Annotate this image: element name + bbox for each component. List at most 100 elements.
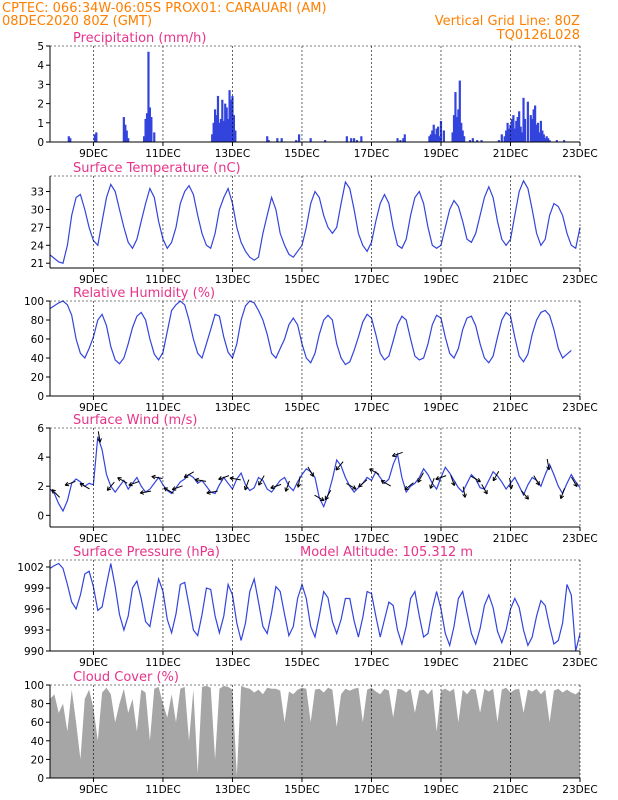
wind-arrow	[151, 474, 163, 480]
precip-bar	[324, 140, 327, 142]
x-tick-label: 11DEC	[145, 533, 180, 545]
wind-arrow-head	[64, 481, 69, 486]
precip-bar	[506, 122, 509, 142]
y-tick-label: 1002	[17, 562, 44, 574]
precip-bar	[536, 122, 540, 142]
precip-bar	[145, 113, 149, 142]
precip-bar	[221, 99, 224, 142]
x-tick-label: 23DEC	[562, 533, 597, 545]
panel-title: Relative Humidity (%)	[73, 286, 215, 301]
wind-arrow-shaft	[229, 477, 241, 481]
x-tick-label: 19DEC	[423, 148, 458, 160]
x-tick-label: 13DEC	[215, 533, 250, 545]
precip-bar	[428, 136, 431, 142]
header-line1: CPTEC: 066:34W-06:05S PROX01: CARAUARI (…	[2, 1, 327, 16]
precip-bar	[153, 132, 156, 142]
wind-arrow	[546, 458, 551, 471]
wind-arrow	[171, 485, 183, 491]
wind-arrow-shaft	[79, 483, 90, 490]
x-tick-label: 15DEC	[284, 533, 319, 545]
wind-arrow	[64, 480, 76, 487]
wind-arrow-shaft	[270, 483, 282, 489]
wind-arrow-head	[477, 478, 481, 482]
precip-bar	[460, 122, 463, 142]
precip-bar	[542, 134, 545, 142]
wind-arrow-head	[218, 478, 223, 481]
wind-arrow	[97, 431, 102, 443]
wind-arrow	[417, 472, 424, 483]
x-tick-label: 21DEC	[493, 784, 528, 796]
wind-arrow-shaft	[151, 476, 163, 479]
precip-bar	[513, 128, 516, 142]
wind-arrow	[51, 489, 61, 498]
precip-bar	[468, 140, 472, 142]
wind-arrow	[117, 477, 128, 484]
x-tick-label: 19DEC	[423, 402, 458, 414]
precip-bar	[213, 109, 217, 142]
y-tick-label: 33	[31, 187, 44, 199]
wind-arrow-head	[325, 497, 329, 501]
wind-arrow	[163, 487, 174, 494]
x-tick-label: 11DEC	[145, 402, 180, 414]
x-tick-label: 23DEC	[562, 274, 597, 286]
precip-bar	[476, 140, 479, 142]
precip-bar	[436, 126, 440, 142]
wind-arrow-shaft	[285, 480, 290, 492]
wind-arrow-head	[404, 485, 407, 490]
x-tick-label: 21DEC	[493, 533, 528, 545]
wind-arrow-shaft	[429, 477, 435, 489]
wind-arrow-shaft	[117, 477, 128, 484]
precip-bar	[147, 51, 150, 143]
precip-bar	[539, 120, 543, 142]
wind-arrow	[521, 490, 529, 500]
precip-bar	[535, 124, 538, 142]
wind-arrow-head	[128, 484, 133, 487]
wind-arrow-head	[97, 438, 101, 443]
wind-arrow	[559, 488, 565, 500]
wind-arrow-head	[335, 466, 338, 471]
wind-arrow	[106, 481, 115, 491]
wind-arrow-shaft	[560, 488, 565, 499]
panel-title: Precipitation (mm/h)	[73, 31, 206, 46]
header-model-code: TQ0126L028	[496, 28, 580, 43]
wind-arrow-head	[429, 484, 431, 489]
x-tick-label: 17DEC	[354, 784, 389, 796]
precip-bar	[547, 138, 550, 142]
wind-arrow-head	[435, 476, 439, 480]
wind-arrow-head	[183, 473, 187, 478]
x-tick-label: 21DEC	[493, 274, 528, 286]
panels: Precipitation (mm/h) 0 1 2 3 4 5 9DEC 11DEC 13DEC…	[17, 31, 597, 796]
wind-arrow-head	[380, 480, 384, 485]
precip-bar	[396, 138, 399, 142]
precip-bar	[67, 136, 70, 142]
panel-rh: Relative Humidity (%) 0 20 40 60 80 100 9DEC 11D…	[24, 286, 598, 414]
y-tick-label: 20	[31, 754, 44, 766]
x-tick-label: 9DEC	[79, 657, 108, 669]
precip-bar	[545, 136, 548, 142]
y-tick-label: 80	[31, 315, 44, 327]
x-tick-label: 9DEC	[79, 533, 108, 545]
precip-bar	[219, 118, 222, 142]
x-tick-label: 15DEC	[284, 148, 319, 160]
wind-arrow-shaft	[533, 475, 540, 486]
precip-bar	[442, 130, 445, 142]
wind-arrow	[391, 451, 403, 458]
wind-arrow-head	[270, 484, 274, 489]
wind-arrow-head	[297, 483, 302, 488]
precip-bar	[216, 95, 220, 142]
wind-arrow-head	[107, 488, 112, 491]
wind-arrow-shaft	[218, 475, 230, 480]
y-tick-label: 996	[24, 604, 44, 616]
wind-arrow	[324, 489, 332, 501]
wind-arrow-head	[358, 485, 363, 488]
wind-arrow	[481, 484, 488, 495]
wind-arrow	[206, 490, 218, 495]
model-altitude-label: Model Altitude: 105.312 m	[300, 545, 473, 560]
precip-bar	[234, 130, 237, 142]
wind-arrow-shaft	[546, 458, 550, 470]
precip-bar	[523, 118, 527, 142]
x-tick-label: 23DEC	[562, 148, 597, 160]
wind-arrow	[229, 476, 241, 481]
precip-bar	[518, 111, 521, 142]
x-tick-label: 19DEC	[423, 657, 458, 669]
